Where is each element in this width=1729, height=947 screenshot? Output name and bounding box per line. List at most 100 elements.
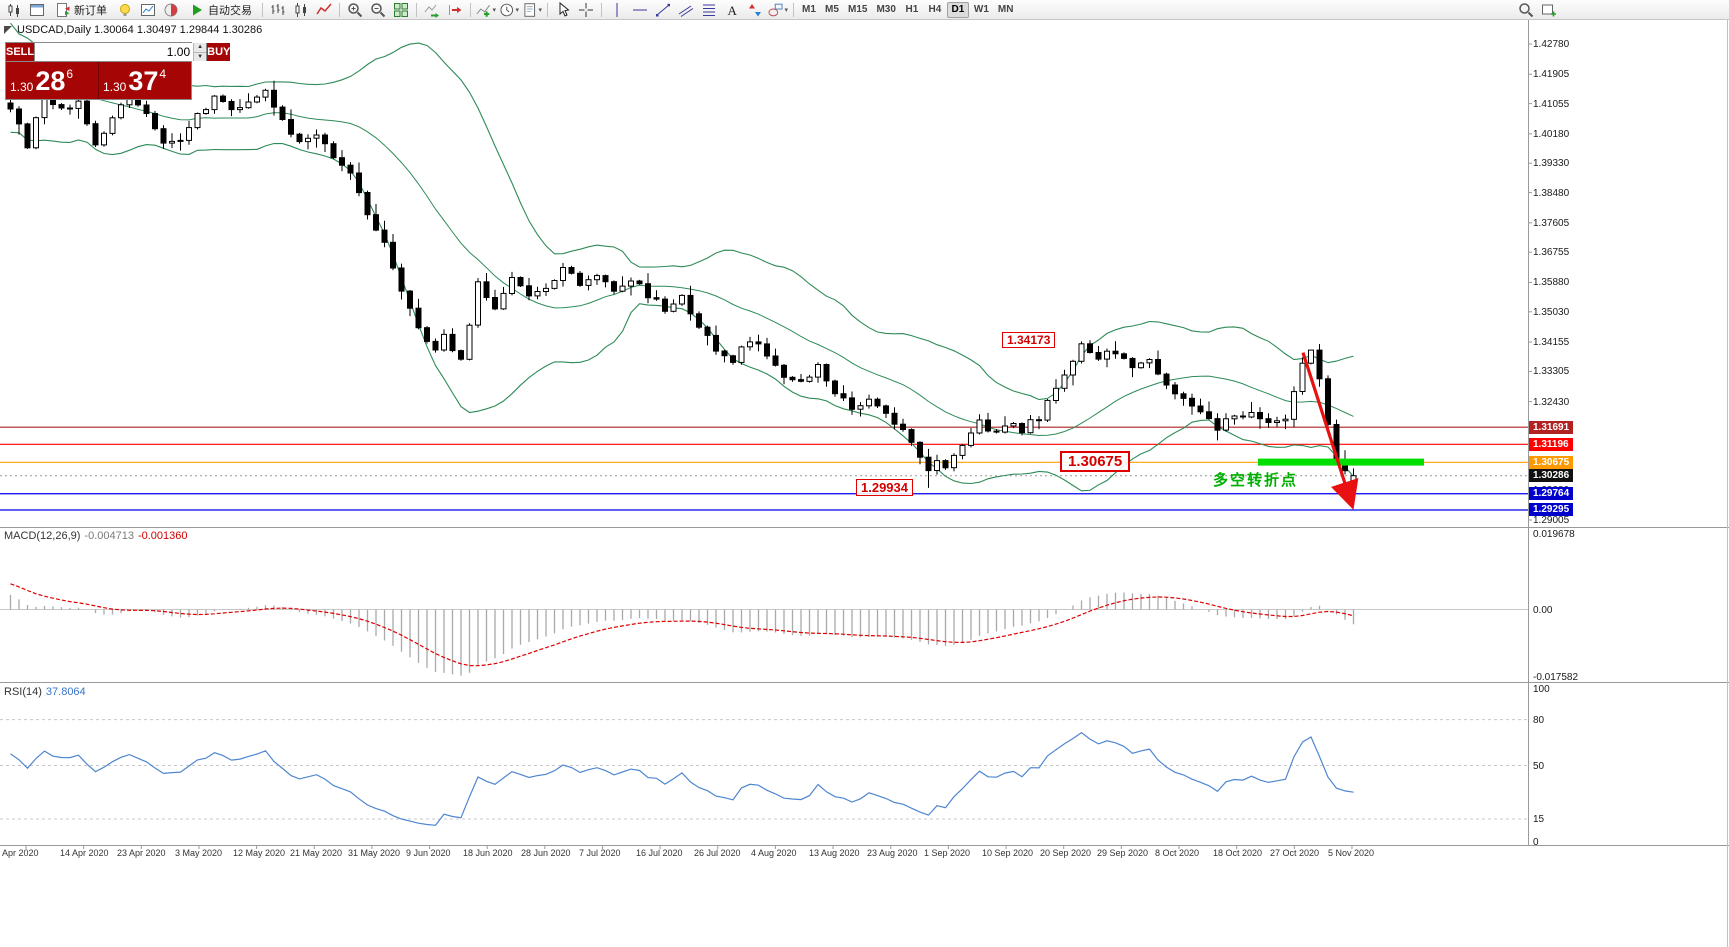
annotation-support-price[interactable]: 1.30675 [1060, 451, 1131, 472]
macd-axis-label: 0.019678 [1533, 529, 1575, 540]
rsi-axis-label: 80 [1533, 715, 1545, 726]
axis-ticks [25, 43, 1532, 849]
candlestick-mode-icon[interactable] [290, 1, 312, 19]
chart-window-icon[interactable] [26, 1, 48, 19]
time-axis-label: Apr 2020 [2, 848, 39, 858]
chart-shift-icon[interactable] [444, 1, 466, 19]
templates-icon[interactable]: ▾ [521, 1, 543, 19]
periods-icon[interactable]: ▾ [498, 1, 520, 19]
price-axis-label: 1.32430 [1533, 397, 1570, 408]
price-axis-label: 1.37605 [1533, 218, 1570, 229]
search-icon[interactable] [1515, 1, 1537, 19]
timeframe-button-M15[interactable]: M15 [848, 4, 868, 15]
rsi-name: RSI(14) [4, 686, 42, 698]
one-click-collapse-icon[interactable] [4, 26, 12, 34]
timeframe-button-M5[interactable]: M5 [825, 4, 839, 15]
volume-up-button[interactable]: ▲ [194, 43, 207, 53]
vertical-line-tool-icon[interactable] [606, 1, 628, 19]
red-trend-arrow[interactable] [1301, 352, 1359, 510]
price-axis-label: 1.41055 [1533, 99, 1570, 110]
trendline-tool-icon[interactable] [652, 1, 674, 19]
time-axis-label: 3 May 2020 [175, 848, 223, 858]
timeframe-button-M1[interactable]: M1 [802, 4, 816, 15]
tile-windows-icon[interactable] [390, 1, 412, 19]
toolbar-separator [470, 2, 471, 17]
one-click-trade-panel: SELL ▲ ▼ BUY 1.30 28 6 1.30 37 4 [5, 42, 231, 100]
timeframe-button-H4[interactable]: H4 [928, 4, 942, 15]
zoom-in-icon[interactable] [344, 1, 366, 19]
time-axis-label: 31 May 2020 [348, 848, 401, 858]
volume-down-button[interactable]: ▼ [194, 52, 207, 61]
ask-price-display[interactable]: 1.30 37 4 [99, 62, 191, 99]
shapes-tool-icon[interactable]: ▾ [767, 1, 789, 19]
macd-name: MACD(12,26,9) [4, 530, 81, 542]
volume-stepper: ▲ ▼ [193, 43, 207, 61]
buy-button[interactable]: BUY [207, 43, 231, 61]
new-order-button[interactable]: 新订单 [49, 1, 113, 19]
bar-chart-mode-icon[interactable] [267, 1, 289, 19]
toolbar-separator [339, 2, 340, 17]
history-center-icon[interactable] [114, 1, 136, 19]
time-axis-label: 12 May 2020 [233, 848, 286, 858]
toolbar-separator [793, 2, 794, 17]
timeframe-button-D1[interactable]: D1 [946, 1, 969, 18]
cursor-tool-icon[interactable] [552, 1, 574, 19]
price-axis-label: 1.34155 [1533, 337, 1570, 348]
toolbar-separator [547, 2, 548, 17]
pane-separators[interactable] [0, 20, 1729, 846]
horizontal-line-objects[interactable] [0, 426, 1528, 511]
macd-main-value: -0.004713 [84, 530, 134, 542]
timeframe-button-MN[interactable]: MN [997, 4, 1014, 15]
fibonacci-tool-icon[interactable] [698, 1, 720, 19]
horizontal-line-tool-icon[interactable] [629, 1, 651, 19]
time-axis-label: 16 Jul 2020 [636, 848, 683, 858]
toolbar-separator [262, 2, 263, 17]
time-axis-label: 18 Oct 2020 [1213, 848, 1263, 858]
price-axis-label: 1.36755 [1533, 247, 1570, 258]
price-level-tag: 1.31196 [1529, 438, 1573, 451]
current-price-tag: 1.30286 [1529, 469, 1574, 482]
rsi-axis-label: 50 [1533, 761, 1545, 772]
volume-input[interactable] [35, 43, 194, 61]
indicators-icon[interactable]: ▾ [475, 1, 497, 19]
new-chart-icon[interactable] [3, 1, 25, 19]
autotrade-button[interactable]: 自动交易 [183, 1, 258, 19]
rsi-axis-label: 100 [1533, 684, 1550, 695]
time-axis-label: 8 Oct 2020 [1155, 848, 1200, 858]
timeframe-button-H1[interactable]: H1 [905, 4, 919, 15]
arrows-tool-icon[interactable] [744, 1, 766, 19]
time-axis-label: 10 Sep 2020 [982, 848, 1034, 858]
annotation-turning-point-text[interactable]: 多空转折点 [1213, 472, 1299, 489]
sell-button[interactable]: SELL [6, 43, 35, 61]
data-window-icon[interactable] [160, 1, 182, 19]
bollinger-bands[interactable] [10, 22, 1354, 492]
time-axis-label: 14 Apr 2020 [60, 848, 109, 858]
bid-price-display[interactable]: 1.30 28 6 [6, 62, 99, 99]
price-axis-label: 1.38480 [1533, 188, 1570, 199]
svg-text:A: A [728, 3, 738, 18]
market-watch-icon[interactable] [137, 1, 159, 19]
time-axis-label: 29 Sep 2020 [1097, 848, 1149, 858]
window-edge [1727, 0, 1728, 947]
price-axis-label: 1.39330 [1533, 158, 1570, 169]
zoom-out-icon[interactable] [367, 1, 389, 19]
crosshair-tool-icon[interactable] [575, 1, 597, 19]
auto-scroll-icon[interactable] [421, 1, 443, 19]
annotation-peak-price[interactable]: 1.34173 [1002, 332, 1056, 348]
bid-price-pips: 28 [35, 65, 66, 96]
toolbar-separator [416, 2, 417, 17]
channel-tool-icon[interactable] [675, 1, 697, 19]
macd-indicator [0, 583, 1528, 676]
time-axis-label: 1 Sep 2020 [924, 848, 971, 858]
green-highlight-bar[interactable] [1258, 458, 1424, 466]
annotation-low-price[interactable]: 1.29934 [856, 479, 913, 496]
timeframe-button-W1[interactable]: W1 [973, 4, 989, 15]
new-window-icon[interactable] [1538, 1, 1560, 19]
time-axis-label: 13 Aug 2020 [809, 848, 860, 858]
ask-price-pips: 37 [128, 65, 159, 96]
price-axis-label: 1.40180 [1533, 129, 1570, 140]
line-chart-mode-icon[interactable] [313, 1, 335, 19]
timeframe-button-M30[interactable]: M30 [876, 4, 896, 15]
text-tool-icon[interactable]: A [721, 1, 743, 19]
